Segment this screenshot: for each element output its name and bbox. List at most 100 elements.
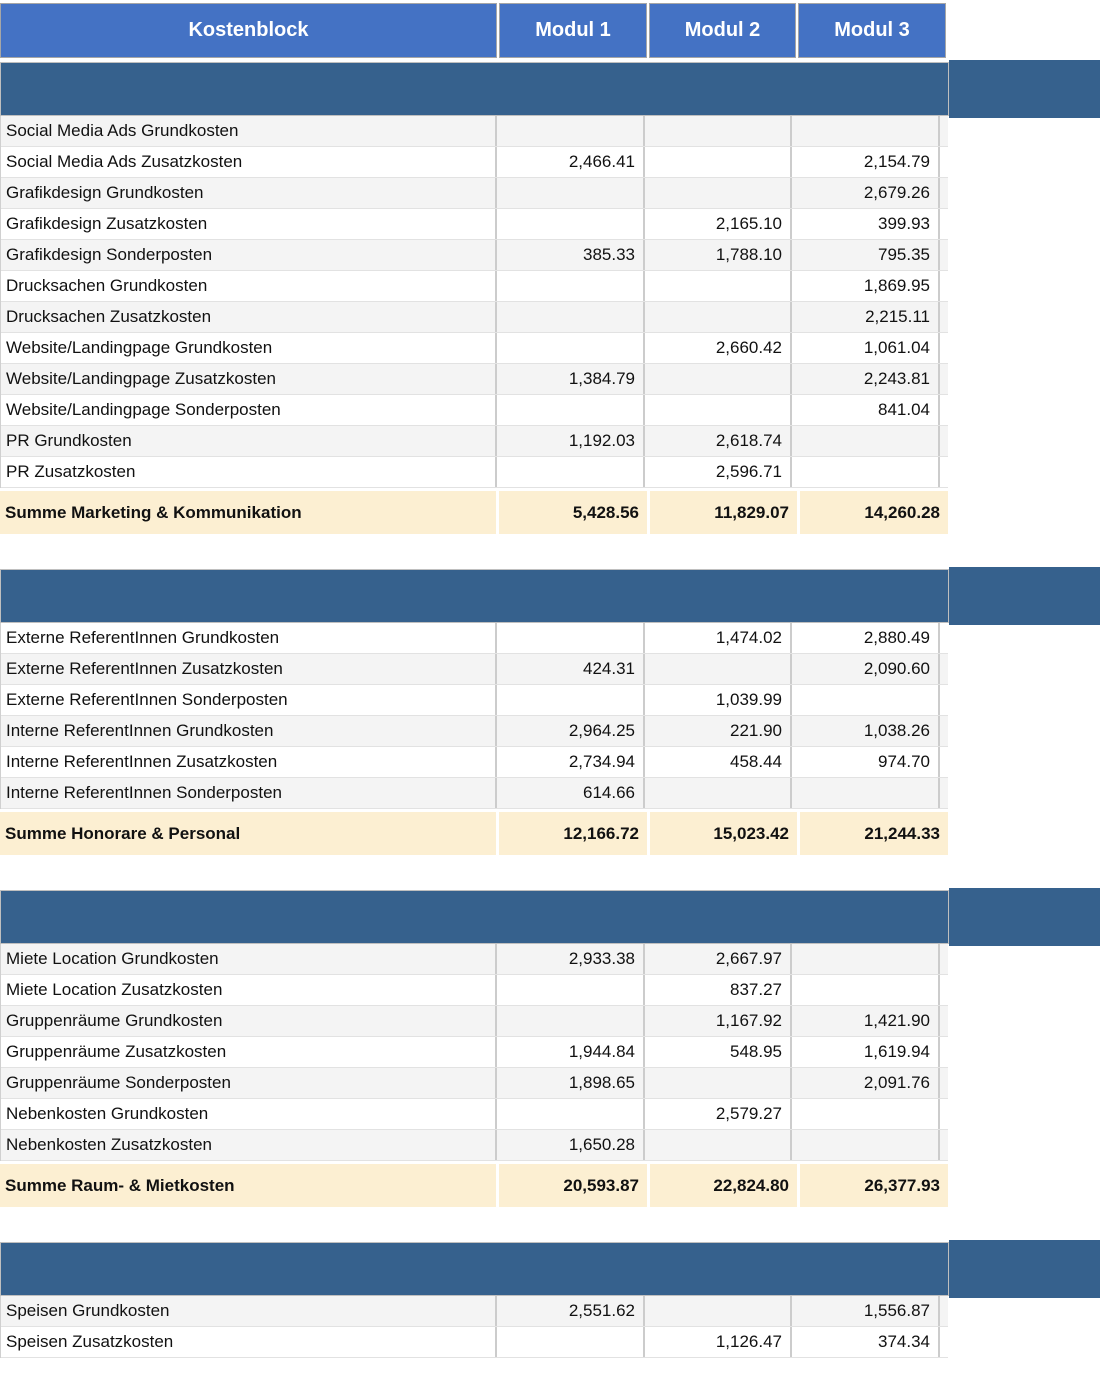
row-value: [792, 944, 940, 974]
table-row: Nebenkosten Zusatzkosten 1,650.28: [1, 1130, 948, 1161]
row-value: 1,126.47: [645, 1327, 792, 1357]
table-row: Grafikdesign Sonderposten 385.33 1,788.1…: [1, 240, 948, 271]
row-value: [792, 778, 940, 808]
row-value: 1,556.87: [792, 1296, 940, 1326]
summary-value: 14,260.28: [800, 491, 948, 534]
section-header-bar: [0, 888, 1100, 946]
row-label: Website/Landingpage Zusatzkosten: [1, 364, 497, 394]
row-value: 424.31: [497, 654, 645, 684]
header-cell-modul-2: Modul 2: [649, 3, 796, 58]
row-label: Gruppenräume Sonderposten: [1, 1068, 497, 1098]
row-label: Social Media Ads Zusatzkosten: [1, 147, 497, 177]
row-value: 1,384.79: [497, 364, 645, 394]
row-value: 1,061.04: [792, 333, 940, 363]
row-value: 2,660.42: [645, 333, 792, 363]
row-label: Miete Location Grundkosten: [1, 944, 497, 974]
row-value: [497, 178, 645, 208]
table-row: Website/Landingpage Grundkosten 2,660.42…: [1, 333, 948, 364]
table-row: Interne ReferentInnen Zusatzkosten 2,734…: [1, 747, 948, 778]
row-value: 2,243.81: [792, 364, 940, 394]
row-value: [645, 654, 792, 684]
section-gap: [0, 855, 1100, 886]
summary-row: Summe Marketing & Kommunikation 5,428.56…: [0, 491, 948, 534]
row-value: 1,788.10: [645, 240, 792, 270]
row-label: Interne ReferentInnen Zusatzkosten: [1, 747, 497, 777]
cost-table: Kostenblock Modul 1 Modul 2 Modul 3 Soci…: [0, 3, 1100, 1389]
row-value: [645, 395, 792, 425]
row-value: [497, 457, 645, 487]
row-value: 2,466.41: [497, 147, 645, 177]
row-value: 1,421.90: [792, 1006, 940, 1036]
table-row: Social Media Ads Zusatzkosten 2,466.41 2…: [1, 147, 948, 178]
row-label: Website/Landingpage Grundkosten: [1, 333, 497, 363]
row-value: [497, 1006, 645, 1036]
row-value: [497, 209, 645, 239]
row-label: Speisen Grundkosten: [1, 1296, 497, 1326]
row-value: 974.70: [792, 747, 940, 777]
table-row: Gruppenräume Grundkosten 1,167.92 1,421.…: [1, 1006, 948, 1037]
table-row: Externe ReferentInnen Grundkosten 1,474.…: [1, 623, 948, 654]
table-row: Gruppenräume Sonderposten 1,898.65 2,091…: [1, 1068, 948, 1099]
row-value: 2,090.60: [792, 654, 940, 684]
row-label: Interne ReferentInnen Sonderposten: [1, 778, 497, 808]
table-row: Grafikdesign Grundkosten 2,679.26: [1, 178, 948, 209]
table-row: PR Grundkosten 1,192.03 2,618.74: [1, 426, 948, 457]
table-row: Drucksachen Zusatzkosten 2,215.11: [1, 302, 948, 333]
row-value: [645, 271, 792, 301]
row-value: 2,667.97: [645, 944, 792, 974]
row-value: [497, 975, 645, 1005]
summary-value: 5,428.56: [499, 491, 647, 534]
summary-value: 21,244.33: [800, 812, 948, 855]
row-value: 2,964.25: [497, 716, 645, 746]
section-gap: [0, 534, 1100, 565]
row-value: [497, 116, 645, 146]
row-value: [792, 1130, 940, 1160]
section-header-bar-main: [0, 1242, 949, 1296]
row-value: 2,618.74: [645, 426, 792, 456]
section-header-bar-main: [0, 890, 949, 944]
row-value: [792, 1099, 940, 1129]
table-row: Miete Location Grundkosten 2,933.38 2,66…: [1, 944, 948, 975]
row-value: [497, 271, 645, 301]
row-value: 2,880.49: [792, 623, 940, 653]
row-value: 841.04: [792, 395, 940, 425]
row-label: PR Grundkosten: [1, 426, 497, 456]
header-row: Kostenblock Modul 1 Modul 2 Modul 3: [0, 3, 948, 58]
table-row: Speisen Zusatzkosten 1,126.47 374.34: [1, 1327, 948, 1358]
row-value: [497, 395, 645, 425]
row-value: 2,154.79: [792, 147, 940, 177]
row-value: [792, 975, 940, 1005]
row-label: Externe ReferentInnen Sonderposten: [1, 685, 497, 715]
row-value: 2,215.11: [792, 302, 940, 332]
row-value: 221.90: [645, 716, 792, 746]
section-header-bar-main: [0, 62, 949, 116]
row-value: 2,579.27: [645, 1099, 792, 1129]
row-value: [792, 116, 940, 146]
row-value: 1,038.26: [792, 716, 940, 746]
row-value: 2,734.94: [497, 747, 645, 777]
row-value: 2,933.38: [497, 944, 645, 974]
row-value: [497, 623, 645, 653]
row-value: 1,192.03: [497, 426, 645, 456]
row-value: [497, 1099, 645, 1129]
table-row: Social Media Ads Grundkosten: [1, 116, 948, 147]
row-label: Grafikdesign Zusatzkosten: [1, 209, 497, 239]
row-label: Gruppenräume Grundkosten: [1, 1006, 497, 1036]
table-row: Externe ReferentInnen Zusatzkosten 424.3…: [1, 654, 948, 685]
cost-section: Social Media Ads Grundkosten Social Medi…: [0, 60, 1100, 565]
row-value: [645, 178, 792, 208]
row-label: Nebenkosten Zusatzkosten: [1, 1130, 497, 1160]
section-gap: [0, 1358, 1100, 1389]
table-row: PR Zusatzkosten 2,596.71: [1, 457, 948, 488]
row-value: 458.44: [645, 747, 792, 777]
row-value: 1,869.95: [792, 271, 940, 301]
section-rows: Social Media Ads Grundkosten Social Medi…: [0, 116, 948, 488]
summary-row: Summe Raum- & Mietkosten 20,593.87 22,82…: [0, 1164, 948, 1207]
row-value: [645, 302, 792, 332]
section-rows: Externe ReferentInnen Grundkosten 1,474.…: [0, 623, 948, 809]
section-gap: [0, 1207, 1100, 1238]
row-value: 1,474.02: [645, 623, 792, 653]
row-value: 795.35: [792, 240, 940, 270]
summary-label: Summe Honorare & Personal: [0, 812, 496, 855]
row-value: [645, 1296, 792, 1326]
